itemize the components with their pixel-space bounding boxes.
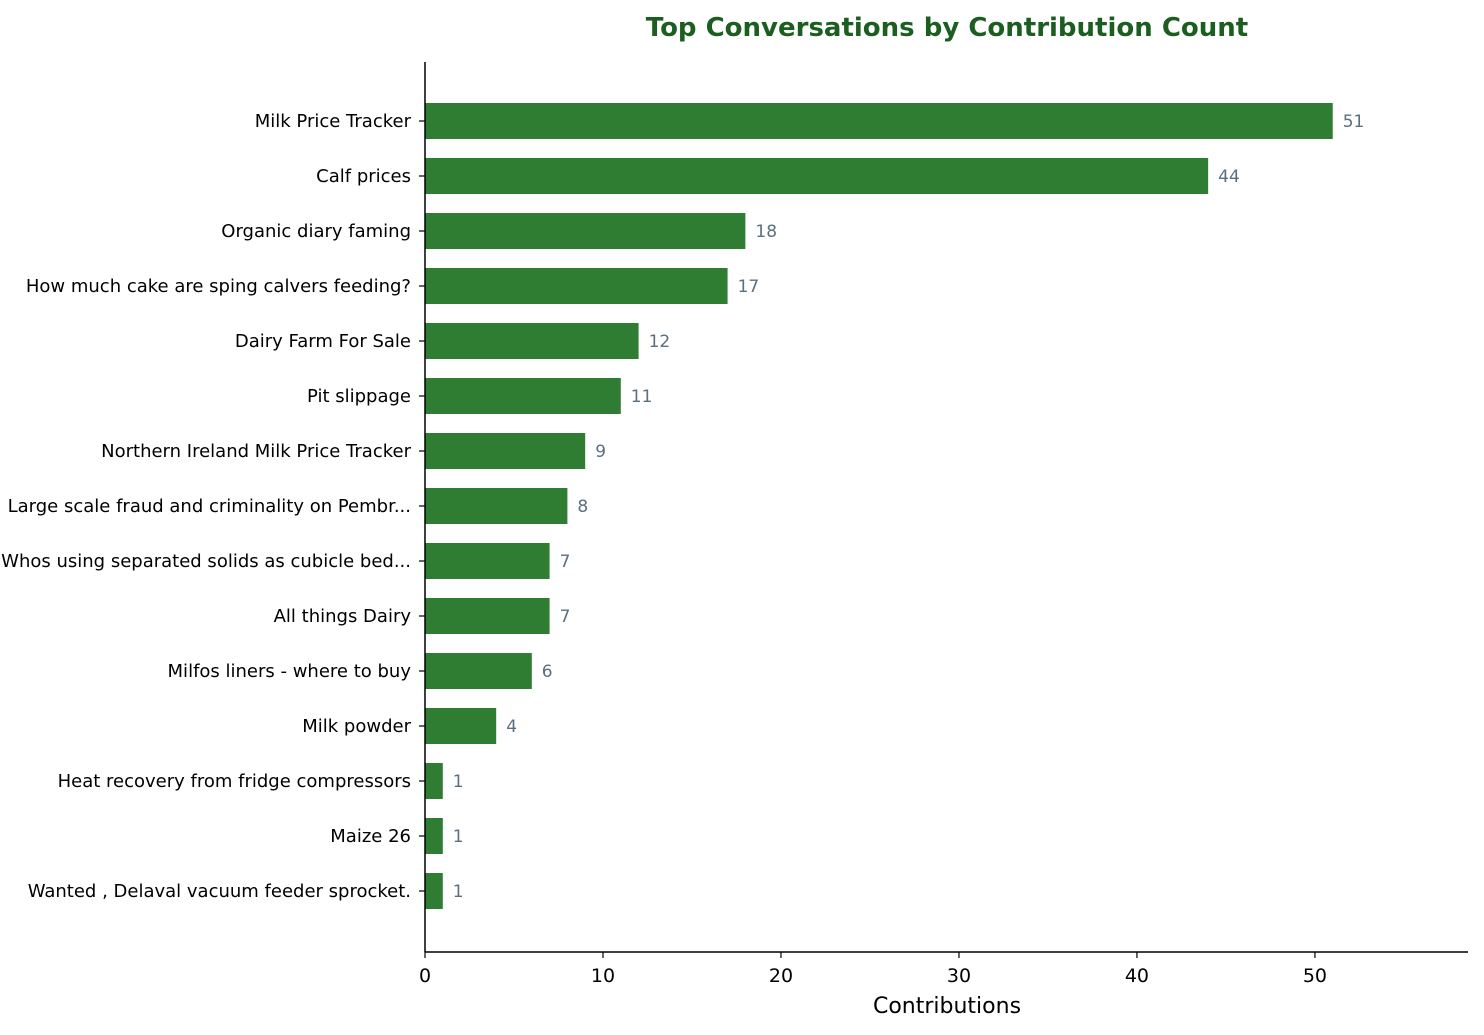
category-label: Dairy Farm For Sale [235, 331, 411, 352]
bar [425, 543, 550, 579]
value-label: 18 [755, 222, 777, 242]
value-label: 8 [577, 497, 588, 517]
category-label: Whos using separated solids as cubicle b… [1, 551, 411, 572]
value-label: 6 [542, 662, 553, 682]
x-tick-label: 40 [1125, 965, 1149, 987]
bar [425, 818, 443, 854]
bar [425, 323, 639, 359]
value-label: 9 [595, 442, 606, 462]
y-axis: Milk Price Tracker Calf prices Organic dia… [1, 62, 426, 952]
bar [425, 268, 728, 304]
category-label: Milk powder [302, 716, 411, 737]
value-label: 12 [649, 332, 671, 352]
category-label: Maize 26 [330, 826, 411, 847]
category-label: Wanted , Delaval vacuum feeder sprocket. [28, 881, 411, 902]
category-label: Organic diary faming [221, 221, 411, 242]
bar [425, 158, 1209, 194]
value-label: 1 [453, 882, 464, 902]
bar [425, 378, 621, 414]
bar [425, 598, 550, 634]
x-axis: 0 10 20 30 40 50 [419, 951, 1468, 987]
x-tick-label: 50 [1303, 965, 1327, 987]
value-label: 51 [1343, 112, 1365, 132]
x-tick-label: 20 [769, 965, 793, 987]
x-tick-label: 30 [947, 965, 971, 987]
bar [425, 873, 443, 909]
category-label: Large scale fraud and criminality on Pem… [8, 496, 411, 517]
bar [425, 433, 586, 469]
category-label: Milk Price Tracker [255, 111, 412, 132]
value-label: 7 [560, 552, 571, 572]
value-label: 4 [506, 717, 517, 737]
category-label: Northern Ireland Milk Price Tracker [101, 441, 411, 462]
bar [425, 763, 443, 799]
value-label: 7 [560, 607, 571, 627]
bar [425, 653, 532, 689]
category-label: Heat recovery from fridge compressors [58, 771, 411, 792]
category-label: Milfos liners - where to buy [168, 661, 412, 682]
value-label: 1 [453, 827, 464, 847]
category-label: How much cake are sping calvers feeding? [26, 276, 411, 297]
chart-title: Top Conversations by Contribution Count [646, 13, 1248, 43]
x-axis-label: Contributions [873, 994, 1021, 1019]
x-tick-label: 10 [591, 965, 615, 987]
x-tick-label: 0 [419, 965, 431, 987]
category-label: All things Dairy [274, 606, 412, 627]
bar [425, 708, 497, 744]
value-label: 11 [631, 387, 653, 407]
value-label: 17 [738, 277, 760, 297]
category-label: Pit slippage [307, 386, 411, 407]
value-label: 44 [1218, 167, 1240, 187]
value-label: 1 [453, 772, 464, 792]
bar [425, 488, 568, 524]
bar [425, 103, 1333, 139]
category-label: Calf prices [316, 166, 411, 187]
bar [425, 213, 746, 249]
